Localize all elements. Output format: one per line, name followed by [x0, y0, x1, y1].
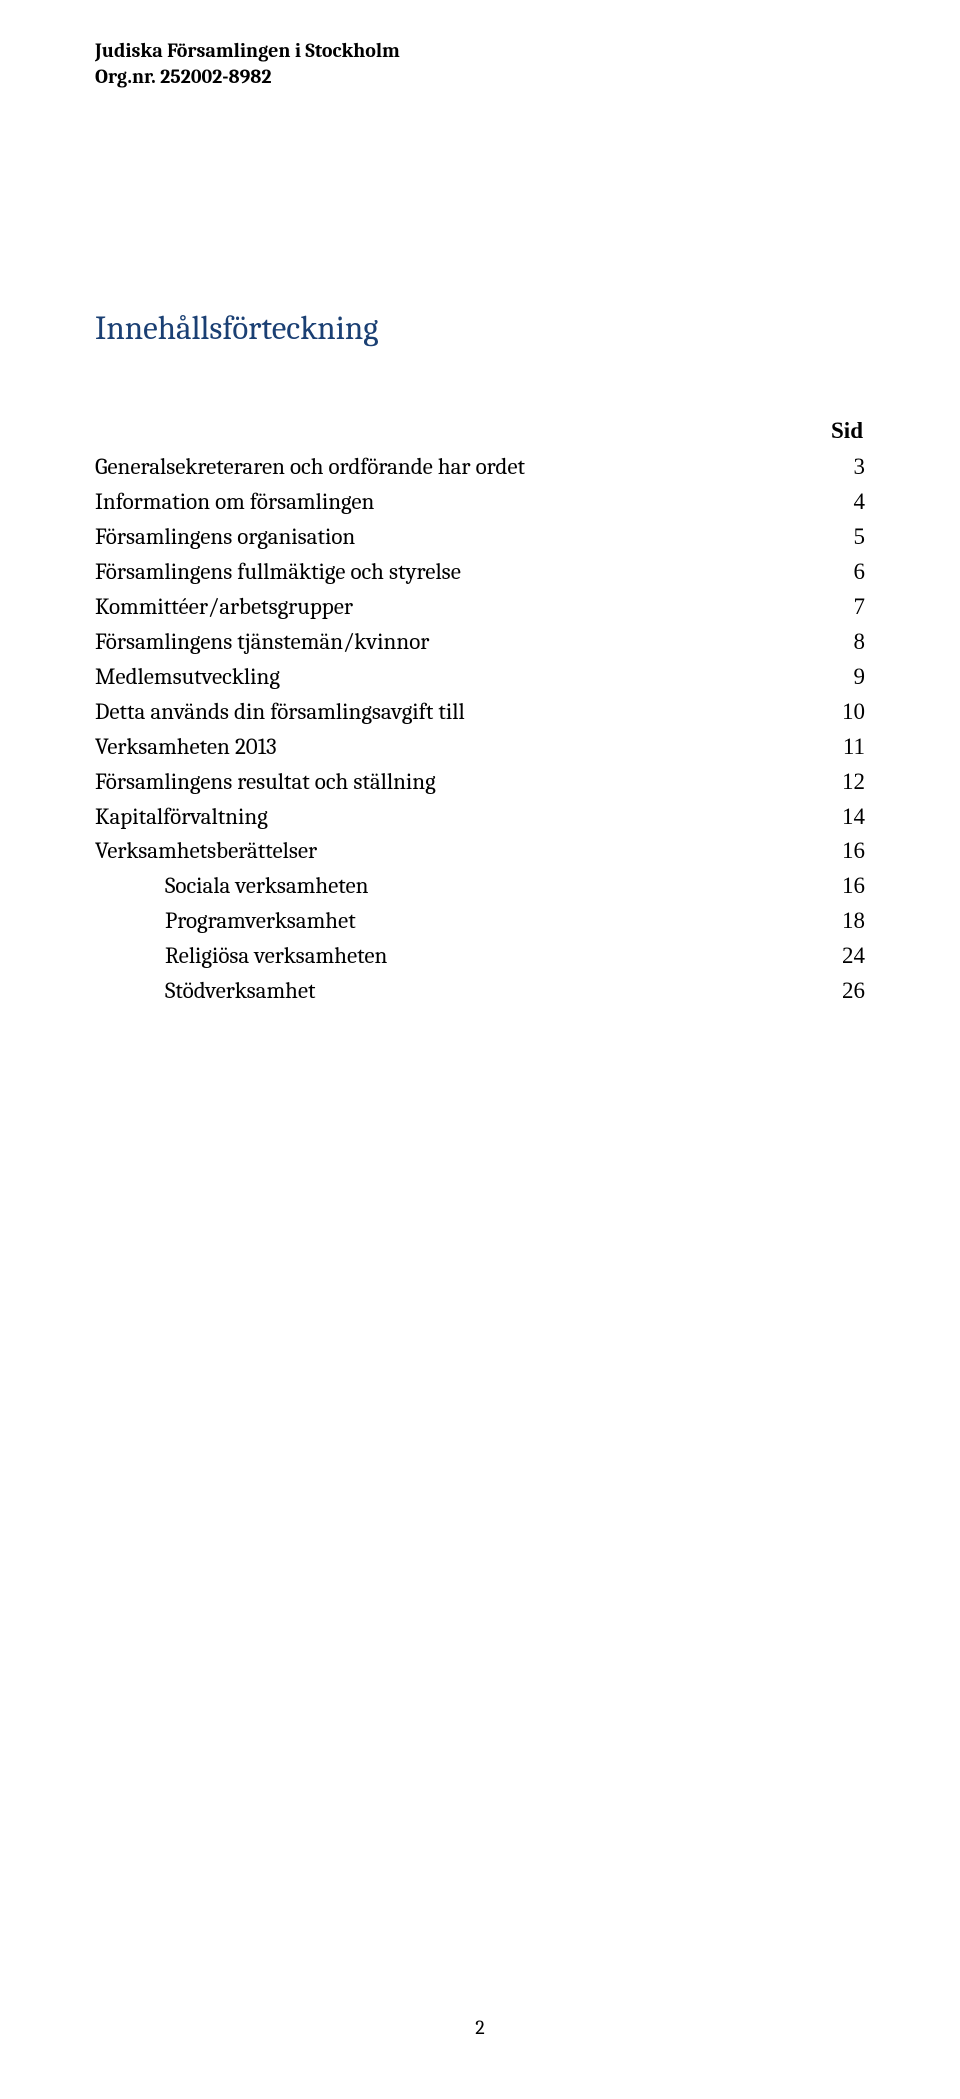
toc-row: Verksamheten 2013 11 [95, 730, 865, 765]
toc-label: Kommittéer/arbetsgrupper [95, 590, 353, 625]
toc-page-number: 8 [835, 625, 865, 660]
toc-row: Generalsekreteraren och ordförande har o… [95, 450, 865, 485]
org-name: Judiska Församlingen i Stockholm [95, 38, 865, 64]
toc-page-number: 24 [830, 939, 865, 974]
toc-page-number: 18 [830, 904, 865, 939]
toc-label: Verksamheten 2013 [95, 730, 277, 765]
toc-label: Programverksamhet [95, 904, 356, 939]
toc-row: Kommittéer/arbetsgrupper 7 [95, 590, 865, 625]
toc-page-number: 16 [830, 834, 865, 869]
toc-row: Stödverksamhet 26 [95, 974, 865, 1009]
toc-row: Information om församlingen 4 [95, 485, 865, 520]
sid-header-row: Sid [95, 418, 865, 444]
toc-row: Församlingens organisation 5 [95, 520, 865, 555]
toc-label: Församlingens tjänstemän/kvinnor [95, 625, 429, 660]
toc-page-number: 16 [830, 869, 865, 904]
toc-page-number: 11 [831, 730, 865, 765]
toc-row: Församlingens tjänstemän/kvinnor 8 [95, 625, 865, 660]
toc-page-number: 14 [830, 800, 865, 835]
toc-row: Församlingens resultat och ställning 12 [95, 765, 865, 800]
toc-label: Verksamhetsberättelser [95, 834, 317, 869]
page-number: 2 [0, 2016, 960, 2039]
toc-label: Församlingens fullmäktige och styrelse [95, 555, 461, 590]
toc-list: Generalsekreteraren och ordförande har o… [95, 450, 865, 1009]
toc-page-number: 7 [835, 590, 865, 625]
toc-label: Detta används din församlingsavgift till [95, 695, 465, 730]
toc-row: Sociala verksamheten 16 [95, 869, 865, 904]
toc-row: Religiösa verksamheten 24 [95, 939, 865, 974]
toc-row: Detta används din församlingsavgift till… [95, 695, 865, 730]
toc-page-number: 4 [835, 485, 865, 520]
toc-row: Församlingens fullmäktige och styrelse 6 [95, 555, 865, 590]
toc-label: Kapitalförvaltning [95, 800, 268, 835]
toc-label: Stödverksamhet [95, 974, 316, 1009]
toc-label: Medlemsutveckling [95, 660, 280, 695]
org-number: Org.nr. 252002-8982 [95, 64, 865, 90]
toc-label: Församlingens organisation [95, 520, 355, 555]
toc-label: Sociala verksamheten [95, 869, 368, 904]
page-title: Innehållsförteckning [95, 310, 865, 348]
toc-page-number: 9 [835, 660, 865, 695]
toc-page-number: 26 [830, 974, 865, 1009]
toc-row: Medlemsutveckling 9 [95, 660, 865, 695]
document-header: Judiska Församlingen i Stockholm Org.nr.… [95, 38, 865, 90]
toc-row: Programverksamhet 18 [95, 904, 865, 939]
document-page: Judiska Församlingen i Stockholm Org.nr.… [0, 0, 960, 1009]
toc-page-number: 5 [835, 520, 865, 555]
toc-label: Religiösa verksamheten [95, 939, 387, 974]
toc-page-number: 3 [835, 450, 865, 485]
toc-page-number: 10 [830, 695, 865, 730]
toc-row: Kapitalförvaltning 14 [95, 800, 865, 835]
toc-label: Information om församlingen [95, 485, 374, 520]
toc-row: Verksamhetsberättelser 16 [95, 834, 865, 869]
toc-label: Generalsekreteraren och ordförande har o… [95, 450, 525, 485]
toc-page-number: 6 [835, 555, 865, 590]
toc-label: Församlingens resultat och ställning [95, 765, 436, 800]
sid-label: Sid [831, 418, 865, 444]
toc-page-number: 12 [830, 765, 865, 800]
